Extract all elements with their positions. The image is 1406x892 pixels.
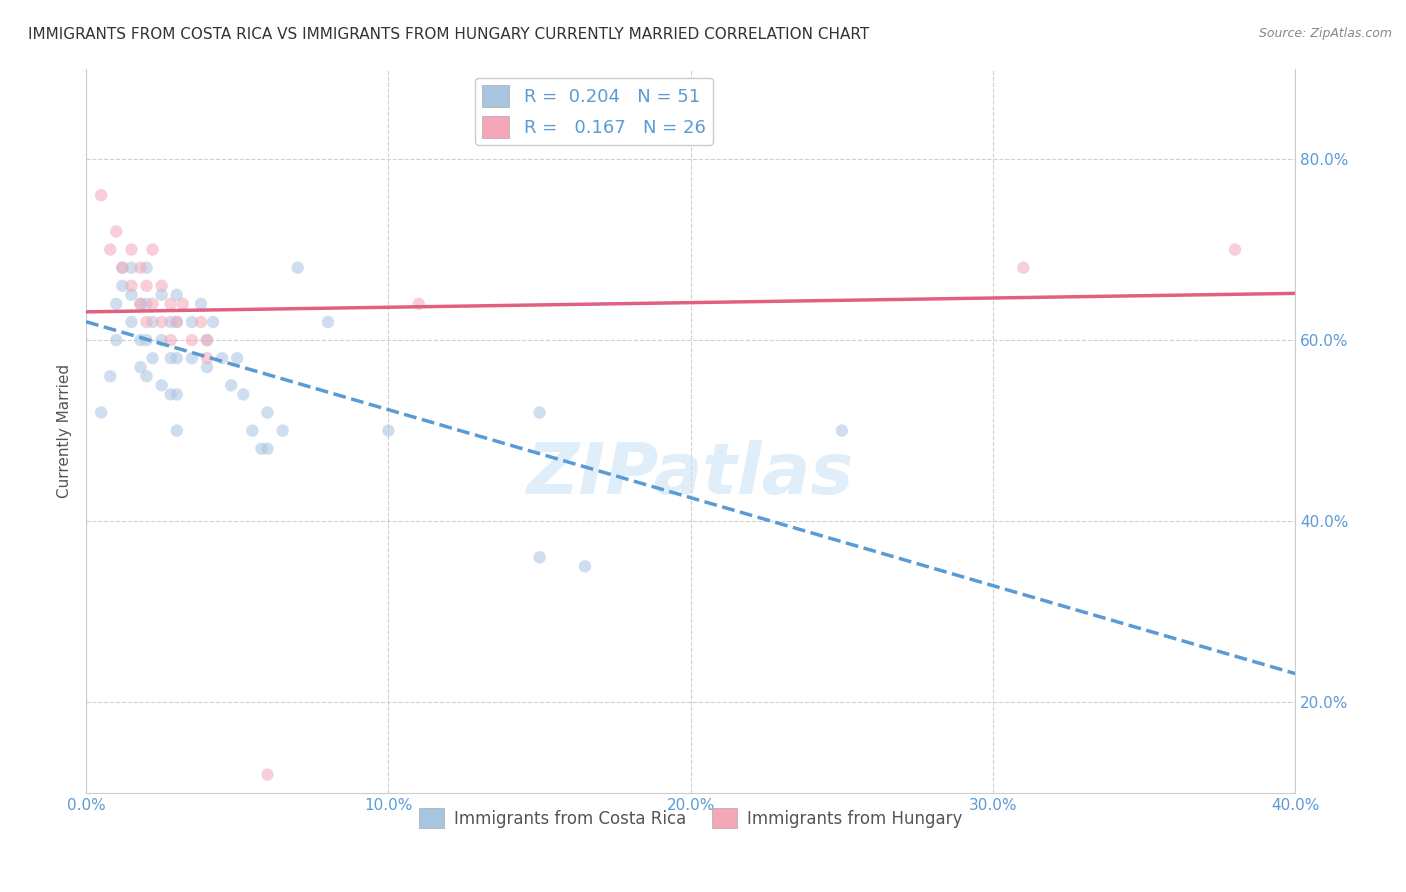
Point [190, 315, 212, 329]
Point [129, 333, 152, 347]
Point [166, 288, 188, 302]
Point [135, 333, 157, 347]
Point [271, 424, 294, 438]
Point [408, 297, 430, 311]
Text: ZIPatlas: ZIPatlas [527, 440, 855, 508]
Point [90, 188, 112, 202]
Y-axis label: Currently Married: Currently Married [58, 364, 72, 498]
Point [287, 260, 309, 275]
Text: IMMIGRANTS FROM COSTA RICA VS IMMIGRANTS FROM HUNGARY CURRENTLY MARRIED CORRELAT: IMMIGRANTS FROM COSTA RICA VS IMMIGRANTS… [28, 27, 869, 42]
Point [316, 315, 339, 329]
Point [135, 260, 157, 275]
Point [142, 351, 165, 366]
Point [529, 550, 551, 565]
Point [240, 424, 263, 438]
Point [129, 297, 152, 311]
Point [98, 369, 121, 384]
Point [129, 297, 152, 311]
Point [120, 278, 142, 293]
Point [159, 333, 181, 347]
Point [150, 315, 173, 329]
Point [150, 288, 173, 302]
Point [120, 288, 142, 302]
Point [159, 387, 181, 401]
Point [831, 424, 853, 438]
Point [195, 351, 218, 366]
Point [135, 297, 157, 311]
Point [129, 360, 152, 375]
Point [129, 260, 152, 275]
Point [226, 351, 249, 366]
Point [219, 378, 242, 392]
Point [180, 351, 202, 366]
Point [150, 278, 173, 293]
Point [190, 297, 212, 311]
Point [377, 424, 399, 438]
Point [98, 243, 121, 257]
Point [135, 315, 157, 329]
Point [256, 405, 278, 419]
Point [120, 243, 142, 257]
Point [195, 360, 218, 375]
Point [180, 333, 202, 347]
Point [256, 767, 278, 781]
Point [111, 260, 134, 275]
Point [1012, 260, 1035, 275]
Point [195, 333, 218, 347]
Point [172, 297, 194, 311]
Point [135, 369, 157, 384]
Point [150, 378, 173, 392]
Point [105, 297, 128, 311]
Point [166, 424, 188, 438]
Point [105, 333, 128, 347]
Point [142, 297, 165, 311]
Point [105, 224, 128, 238]
Point [529, 405, 551, 419]
Text: Source: ZipAtlas.com: Source: ZipAtlas.com [1258, 27, 1392, 40]
Point [166, 315, 188, 329]
Point [195, 333, 218, 347]
Point [142, 243, 165, 257]
Point [1223, 243, 1246, 257]
Point [166, 387, 188, 401]
Point [120, 260, 142, 275]
Point [111, 278, 134, 293]
Point [180, 315, 202, 329]
Point [159, 297, 181, 311]
Point [150, 333, 173, 347]
Point [135, 278, 157, 293]
Point [202, 315, 225, 329]
Point [90, 405, 112, 419]
Point [211, 351, 233, 366]
Legend: Immigrants from Costa Rica, Immigrants from Hungary: Immigrants from Costa Rica, Immigrants f… [413, 801, 969, 835]
Point [120, 315, 142, 329]
Point [111, 260, 134, 275]
Point [166, 315, 188, 329]
Point [159, 351, 181, 366]
Point [159, 315, 181, 329]
Point [256, 442, 278, 456]
Point [574, 559, 596, 574]
Point [166, 351, 188, 366]
Point [142, 315, 165, 329]
Point [232, 387, 254, 401]
Point [250, 442, 273, 456]
